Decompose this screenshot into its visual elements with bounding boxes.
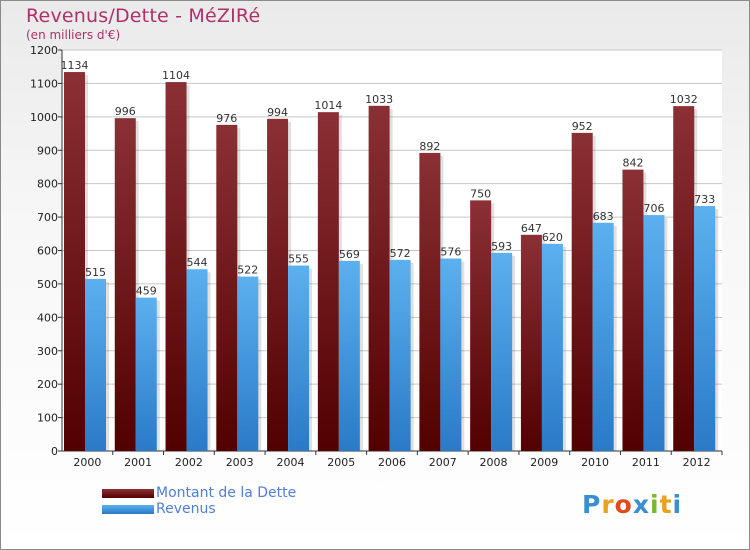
x-tick-label: 2004 (276, 456, 304, 469)
bar-revenus (389, 259, 411, 451)
logo-letter: r (601, 490, 615, 519)
x-tick-label: 2009 (530, 456, 558, 469)
bar-dette (520, 234, 542, 451)
y-tick-label: 0 (51, 445, 58, 458)
bar-revenus (491, 252, 513, 451)
value-label-revenus: 593 (491, 240, 512, 253)
y-tick-label: 1200 (30, 44, 58, 57)
value-label-dette: 976 (216, 112, 237, 125)
value-label-revenus: 706 (643, 202, 664, 215)
y-tick-label: 800 (37, 178, 58, 191)
bar-dette (267, 118, 289, 452)
y-tick-label: 1100 (30, 77, 58, 90)
value-label-dette: 1032 (670, 93, 698, 106)
bar-dette (673, 106, 695, 451)
value-label-revenus: 572 (390, 247, 411, 260)
bar-dette (622, 169, 644, 452)
bar-revenus (440, 258, 462, 451)
y-tick-label: 300 (37, 345, 58, 358)
y-tick-label: 100 (37, 412, 58, 425)
logo-letter: P (582, 490, 602, 519)
value-label-dette: 1033 (365, 93, 393, 106)
x-tick-label: 2005 (327, 456, 355, 469)
bar-dette (419, 152, 441, 451)
x-tick-label: 2006 (378, 456, 406, 469)
logo-letter: i (672, 490, 683, 519)
value-label-revenus: 683 (593, 210, 614, 223)
value-label-dette: 994 (267, 106, 288, 119)
logo-letter: o (614, 490, 633, 519)
x-tick-label: 2007 (429, 456, 457, 469)
bar-revenus (541, 243, 563, 451)
bar-revenus (643, 215, 665, 451)
bar-dette (470, 200, 492, 451)
bar-dette (368, 105, 390, 451)
value-label-dette: 842 (622, 157, 643, 170)
chart-subtitle: (en milliers d'€) (26, 28, 121, 42)
y-tick-label: 400 (37, 311, 58, 324)
legend-swatch-dette (102, 489, 154, 498)
x-tick-label: 2010 (581, 456, 609, 469)
y-tick-label: 900 (37, 144, 58, 157)
value-label-dette: 750 (470, 187, 491, 200)
bar-revenus (237, 276, 259, 451)
x-tick-label: 2000 (73, 456, 101, 469)
y-tick-label: 1000 (30, 111, 58, 124)
bar-dette (165, 82, 187, 451)
bar-revenus (135, 297, 157, 451)
bar-dette (216, 124, 238, 451)
value-label-revenus: 569 (339, 248, 360, 261)
y-tick-label: 700 (37, 211, 58, 224)
x-tick-label: 2011 (632, 456, 660, 469)
value-label-revenus: 733 (694, 193, 715, 206)
bar-dette (571, 132, 593, 451)
value-label-revenus: 544 (187, 256, 208, 269)
value-label-revenus: 555 (288, 253, 309, 266)
value-label-revenus: 620 (542, 231, 563, 244)
value-label-dette: 892 (419, 140, 440, 153)
x-tick-label: 2008 (480, 456, 508, 469)
proxiti-logo: Proxiti (582, 490, 682, 519)
bar-revenus (338, 260, 360, 451)
value-label-dette: 1134 (61, 59, 89, 72)
x-tick-label: 2001 (124, 456, 152, 469)
bar-revenus (592, 222, 614, 451)
x-tick-label: 2003 (226, 456, 254, 469)
legend-label-dette: Montant de la Dette (156, 485, 297, 501)
value-label-dette: 1104 (162, 69, 190, 82)
y-tick-label: 600 (37, 245, 58, 258)
value-label-revenus: 515 (85, 266, 106, 279)
value-label-dette: 647 (521, 222, 542, 235)
value-label-revenus: 522 (237, 264, 258, 277)
bar-revenus (85, 278, 106, 451)
value-label-dette: 996 (115, 105, 136, 118)
x-tick-label: 2002 (175, 456, 203, 469)
logo-letter: t (659, 490, 673, 519)
bar-revenus (186, 269, 208, 451)
bar-revenus (288, 265, 310, 451)
bar-dette (64, 72, 85, 452)
x-tick-label: 2012 (683, 456, 711, 469)
logo-letter: i (650, 490, 660, 519)
value-label-dette: 952 (572, 120, 593, 133)
bar-revenus (694, 206, 716, 451)
y-tick-label: 200 (37, 378, 58, 391)
logo-letter: x (632, 490, 650, 519)
value-label-revenus: 576 (440, 246, 461, 259)
legend-label-revenus: Revenus (156, 501, 216, 517)
chart-title: Revenus/Dette - MéZIRé (26, 5, 261, 27)
bar-dette (114, 118, 136, 452)
bar-dette (317, 112, 339, 451)
y-tick-label: 500 (37, 278, 58, 291)
value-label-revenus: 459 (136, 285, 157, 298)
legend-swatch-revenus (102, 505, 154, 514)
value-label-dette: 1014 (314, 99, 342, 112)
